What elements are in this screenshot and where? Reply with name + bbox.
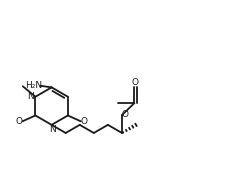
Text: O: O [16, 117, 23, 126]
Text: O: O [122, 110, 129, 119]
Text: N: N [27, 92, 34, 101]
Text: H₂N: H₂N [25, 81, 43, 90]
Text: O: O [81, 117, 88, 126]
Text: O: O [131, 78, 139, 87]
Text: N: N [49, 125, 56, 134]
